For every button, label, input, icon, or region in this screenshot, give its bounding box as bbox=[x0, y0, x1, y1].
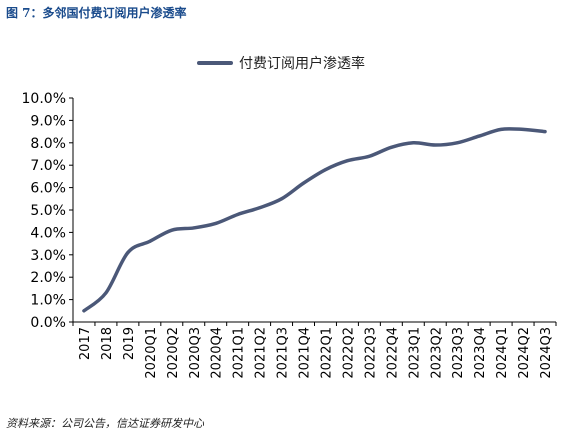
x-tick-label: 2022Q1 bbox=[319, 327, 334, 379]
chart-legend: 付费订阅用户渗透率 bbox=[197, 53, 365, 73]
x-tick-label: 2020Q1 bbox=[144, 327, 159, 379]
data-point bbox=[411, 141, 415, 145]
x-tick-label: 2022Q2 bbox=[341, 327, 356, 379]
figure-title: 图 7：多邻国付费订阅用户渗透率 bbox=[6, 6, 187, 20]
data-point bbox=[543, 130, 547, 134]
x-tick-label: 2019 bbox=[122, 327, 137, 360]
x-tick-label: 2020Q4 bbox=[210, 327, 225, 379]
x-tick-label: 2023Q2 bbox=[429, 327, 444, 379]
data-point bbox=[258, 206, 262, 210]
x-tick-label: 2022Q3 bbox=[363, 327, 378, 379]
x-tick-label: 2024Q2 bbox=[517, 327, 532, 379]
y-tick-label: 7.0% bbox=[30, 158, 66, 174]
y-tick-label: 2.0% bbox=[30, 270, 66, 286]
x-tick-labels: 2017 2018 2019 2020Q1 2020Q2 2020Q3 2020Q4 2021… bbox=[78, 327, 554, 379]
x-tick-label: 2023Q3 bbox=[451, 327, 466, 379]
data-point bbox=[170, 228, 174, 232]
chart-axes bbox=[69, 97, 557, 326]
y-tick-label: 8.0% bbox=[30, 136, 66, 152]
legend-label: 付费订阅用户渗透率 bbox=[239, 56, 365, 72]
y-tick-label: 10.0% bbox=[22, 91, 66, 107]
data-point bbox=[302, 181, 306, 185]
data-point bbox=[126, 251, 130, 255]
source-note: 资料来源：公司公告，信达证券研发中心 bbox=[6, 417, 204, 430]
y-tick-labels: 0.0% 1.0% 2.0% 3.0% 4.0% 5.0% 6.0% 7.0% 8.0% 9.0%… bbox=[22, 91, 66, 331]
data-point bbox=[345, 159, 349, 163]
data-point bbox=[367, 154, 371, 158]
x-tick-label: 2024Q3 bbox=[539, 327, 554, 379]
x-tick-label: 2020Q3 bbox=[188, 327, 203, 379]
x-tick-label: 2021Q4 bbox=[298, 327, 313, 379]
data-point bbox=[477, 134, 481, 138]
data-point bbox=[192, 226, 196, 230]
data-point bbox=[148, 239, 152, 243]
data-point bbox=[236, 212, 240, 216]
series-group bbox=[82, 127, 547, 313]
data-point bbox=[214, 221, 218, 225]
y-tick-label: 6.0% bbox=[30, 181, 66, 197]
data-point bbox=[82, 309, 86, 313]
y-tick-label: 4.0% bbox=[30, 225, 66, 241]
data-point bbox=[499, 127, 503, 131]
y-tick-label: 5.0% bbox=[30, 203, 66, 219]
data-point bbox=[104, 291, 108, 295]
data-point bbox=[323, 168, 327, 172]
x-tick-label: 2024Q1 bbox=[495, 327, 510, 379]
y-tick-label: 3.0% bbox=[30, 248, 66, 264]
data-point bbox=[521, 127, 525, 131]
x-tick-label: 2021Q1 bbox=[232, 327, 247, 379]
data-point bbox=[280, 197, 284, 201]
x-tick-label: 2023Q4 bbox=[473, 327, 488, 379]
y-tick-label: 9.0% bbox=[30, 113, 66, 129]
x-tick-label: 2021Q2 bbox=[254, 327, 269, 379]
x-tick-label: 2018 bbox=[100, 327, 115, 360]
x-tick-label: 2017 bbox=[78, 327, 93, 360]
series-line bbox=[82, 127, 547, 313]
data-point bbox=[433, 143, 437, 147]
data-point bbox=[389, 145, 393, 149]
y-tick-label: 0.0% bbox=[30, 315, 66, 331]
legend-line-swatch bbox=[197, 61, 233, 65]
x-tick-label: 2023Q1 bbox=[407, 327, 422, 379]
x-tick-label: 2020Q2 bbox=[166, 327, 181, 379]
x-tick-label: 2022Q4 bbox=[385, 327, 400, 379]
x-tick-label: 2021Q3 bbox=[276, 327, 291, 379]
y-tick-label: 1.0% bbox=[30, 293, 66, 309]
data-point bbox=[455, 141, 459, 145]
